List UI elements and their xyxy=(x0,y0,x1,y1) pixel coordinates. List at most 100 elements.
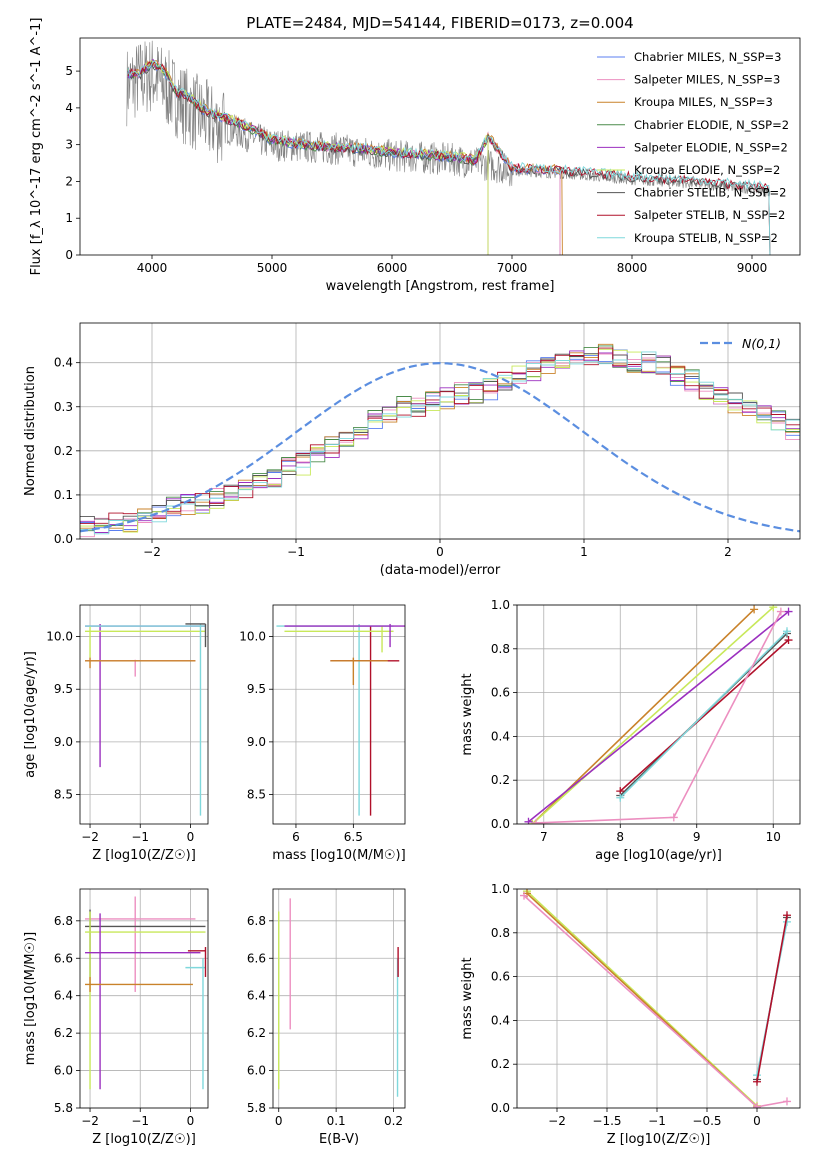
y-tick-label: 9.5 xyxy=(54,682,73,696)
y-tick-label: 1.0 xyxy=(491,882,510,896)
x-axis-label: mass [log10(M/M☉)] xyxy=(272,848,405,863)
y-tick-label: 0.1 xyxy=(54,488,73,502)
point-marker xyxy=(783,1097,791,1106)
axes-frame xyxy=(516,888,801,1109)
y-tick-label: 6.6 xyxy=(54,951,73,965)
x-tick-label: 8000 xyxy=(617,261,648,275)
legend-label: N(0,1) xyxy=(742,336,781,351)
y-tick-label: 0.6 xyxy=(491,970,510,984)
y-tick-label: 0 xyxy=(65,248,73,262)
y-tick-label: 3 xyxy=(65,138,73,152)
ticks: 7 8 9 10 0.0 0.2 0.4 0.6 0.8 1.0 xyxy=(491,598,781,844)
legend-label: Kroupa ELODIE, N_SSP=2 xyxy=(634,163,780,177)
legend-label: Chabrier ELODIE, N_SSP=2 xyxy=(634,118,789,132)
y-tick-label: 0.4 xyxy=(491,729,510,743)
y-tick-label: 8.5 xyxy=(54,788,73,802)
point-marker xyxy=(669,813,678,822)
y-tick-label: 5 xyxy=(65,64,73,78)
y-tick-label: 6.6 xyxy=(247,951,266,965)
gridlines xyxy=(273,889,405,1109)
x-tick-label: −1 xyxy=(131,1114,149,1128)
y-tick-label: 6.2 xyxy=(247,1026,266,1040)
y-tick-label: 0.0 xyxy=(491,1101,510,1115)
x-tick-label: 4000 xyxy=(137,261,168,275)
y-tick-label: 8.5 xyxy=(247,788,266,802)
histogram-step-line xyxy=(80,350,800,533)
panel-2: −2 −1 0 1 2 0.0 0.1 0.2 0.3 0.4 (data-model)/error… xyxy=(23,322,801,578)
y-tick-label: 0.2 xyxy=(491,773,510,787)
point-marker xyxy=(782,627,791,636)
x-tick-label: 0 xyxy=(753,1114,761,1128)
legend-label: Kroupa STELIB, N_SSP=2 xyxy=(634,231,778,245)
axes-frame xyxy=(516,604,801,825)
x-tick-label: 7000 xyxy=(497,261,528,275)
x-tick-label: 0 xyxy=(436,545,444,559)
legend-label: Kroupa MILES, N_SSP=3 xyxy=(634,95,773,109)
plot-area xyxy=(278,898,399,1097)
gridlines xyxy=(273,605,405,824)
axes-frame xyxy=(272,604,406,825)
y-tick-label: 0.4 xyxy=(491,1013,510,1027)
point-marker xyxy=(524,817,533,824)
weight-line xyxy=(619,630,788,799)
ticks: −2 −1 0 8.5 9.0 9.5 10.0 xyxy=(46,630,194,844)
x-tick-label: 6000 xyxy=(377,261,408,275)
x-axis-label: E(B-V) xyxy=(319,1132,359,1147)
y-tick-label: 0.3 xyxy=(54,400,73,414)
x-tick-label: −0.5 xyxy=(692,1114,721,1128)
weight-line xyxy=(527,610,790,823)
plot-area xyxy=(520,889,791,1108)
plot-area xyxy=(80,343,800,538)
plot-area xyxy=(85,896,207,1090)
point-marker xyxy=(784,607,793,616)
legend-label: Salpeter ELODIE, N_SSP=2 xyxy=(634,140,788,154)
y-tick-label: 10.0 xyxy=(46,630,73,644)
panel-8: −2 −1.5 −1 −0.5 0 0.0 0.2 0.4 0.6 0.8 1.0 Z [log10(… xyxy=(460,882,801,1147)
gridlines xyxy=(80,889,208,1109)
x-tick-label: 9 xyxy=(693,830,701,844)
chart-panels: 4000 5000 6000 7000 8000 9000012345wavelength… xyxy=(23,18,801,1147)
legend-label: Salpeter STELIB, N_SSP=2 xyxy=(634,208,785,222)
axes-frame xyxy=(79,322,801,540)
point-marker xyxy=(753,1102,761,1108)
y-tick-label: 9.5 xyxy=(247,682,266,696)
point-marker xyxy=(769,605,778,612)
y-axis-label: mass [log10(M/M☉)] xyxy=(23,932,38,1065)
x-tick-label: −2 xyxy=(81,830,99,844)
x-tick-label: −1 xyxy=(648,1114,666,1128)
y-tick-label: 6.0 xyxy=(247,1064,266,1078)
model-line xyxy=(127,59,561,255)
y-tick-label: 6.4 xyxy=(54,989,73,1003)
legend-label: Chabrier STELIB, N_SSP=2 xyxy=(634,186,786,200)
y-tick-label: 9.0 xyxy=(54,735,73,749)
x-tick-label: 6 xyxy=(292,830,300,844)
point-marker xyxy=(750,605,759,614)
point-marker xyxy=(783,911,791,920)
y-tick-label: 1.0 xyxy=(491,598,510,612)
x-axis-label: (data-model)/error xyxy=(380,563,501,578)
y-tick-label: 0.0 xyxy=(491,817,510,831)
y-tick-label: 5.8 xyxy=(247,1101,266,1115)
legend-label: Chabrier MILES, N_SSP=3 xyxy=(634,50,781,64)
x-axis-label: wavelength [Angstrom, rest frame] xyxy=(326,279,555,294)
y-tick-label: 5.8 xyxy=(54,1101,73,1115)
axes-frame xyxy=(79,888,209,1109)
y-axis-label: Normed distribution xyxy=(23,366,38,496)
plot-area xyxy=(126,40,771,255)
panel-4: 6 6.5 8.5 9.0 9.5 10.0 mass [log10(M/M☉)] xyxy=(239,604,406,863)
plot-area xyxy=(524,605,793,824)
panel-6: −2 −1 0 5.8 6.0 6.2 6.4 6.6 6.8 Z [log10(Z/Z☉)] ma… xyxy=(23,888,209,1147)
panel-1: 4000 5000 6000 7000 8000 9000 0 1 2 3 4 5 wavelength… xyxy=(29,18,801,294)
x-tick-label: 8 xyxy=(616,830,624,844)
x-tick-label: 1 xyxy=(580,545,588,559)
y-tick-label: 10.0 xyxy=(239,630,266,644)
y-axis-label: Flux [f_λ 10^-17 erg cm^-2 s^-1 A^-1] xyxy=(29,18,44,276)
y-tick-label: 6.8 xyxy=(247,914,266,928)
ticks: 0 0.1 0.2 5.8 6.0 6.2 6.4 6.6 6.8 xyxy=(247,914,403,1128)
normal-curve xyxy=(80,361,800,533)
x-tick-label: 0.1 xyxy=(327,1114,346,1128)
x-tick-label: 0 xyxy=(275,1114,283,1128)
x-tick-label: −1 xyxy=(131,830,149,844)
x-tick-label: 10 xyxy=(766,830,781,844)
